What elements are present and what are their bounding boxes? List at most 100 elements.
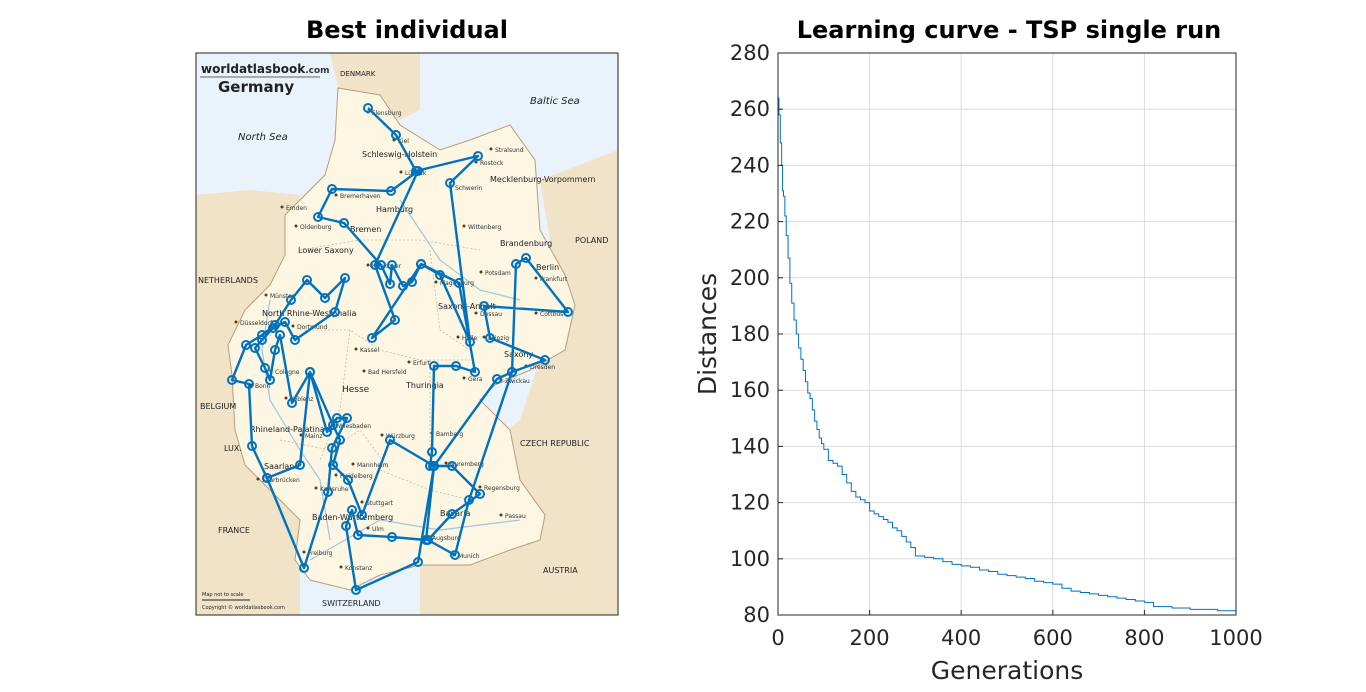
y-tick-label: 140	[730, 434, 770, 458]
route-city-marker	[563, 307, 573, 317]
route-city-marker	[391, 130, 401, 140]
state-label: Brandenburg	[500, 239, 552, 248]
map-footer-scale: Map not to scale	[202, 592, 243, 598]
route-city-marker	[270, 320, 280, 330]
route-city-marker	[428, 461, 438, 471]
city-dot	[489, 147, 493, 151]
city-dot	[479, 270, 483, 274]
route-city-marker	[262, 473, 272, 483]
series-line	[778, 97, 1237, 613]
x-axis-label: Generations	[931, 656, 1084, 685]
map-brand: worldatlasbook.com	[201, 62, 330, 76]
route-city-marker	[429, 461, 439, 471]
city-label: Schwerin	[455, 185, 483, 192]
route-city-marker	[445, 178, 455, 188]
route-city-marker	[429, 361, 439, 371]
y-axis-label: Distances	[693, 273, 722, 395]
river-danube	[309, 519, 521, 561]
city-dot	[334, 193, 338, 197]
route-city-marker	[376, 260, 386, 270]
route-city-marker	[429, 461, 439, 471]
y-tick-label: 200	[730, 266, 770, 290]
y-tick-label: 80	[743, 603, 770, 627]
route-city-marker	[386, 186, 396, 196]
city-label: Wiesbaden	[338, 423, 371, 430]
city-label: Wittenberg	[468, 224, 502, 231]
route-city-marker	[305, 367, 315, 377]
route-city-marker	[425, 461, 435, 471]
city-dot	[366, 526, 370, 530]
route-city-marker	[385, 435, 395, 445]
city-dot	[351, 462, 355, 466]
axis-ticks: 0 200 400 600 800 1000 80 100 120 140 160 180 200 220…	[730, 41, 1263, 650]
y-tick-label: 100	[730, 547, 770, 571]
state-label: Schleswig-Holstein	[362, 150, 437, 159]
city-dot	[269, 369, 273, 373]
city-dot	[284, 396, 288, 400]
route-city-marker	[227, 375, 237, 385]
city-label: Heidelberg	[340, 473, 373, 480]
route-city-marker	[507, 367, 517, 377]
route-city-marker	[492, 374, 502, 384]
route-city-marker	[320, 293, 330, 303]
route-city-marker	[367, 333, 377, 343]
city-label: Frankfurt	[540, 276, 568, 283]
route-city-marker	[416, 259, 426, 269]
right-plot-title: Learning curve - TSP single run	[796, 16, 1222, 44]
state-label: Hesse	[342, 385, 370, 395]
sea-label-north: North Sea	[238, 132, 288, 143]
city-label: Rostock	[480, 160, 504, 167]
series-line-layer	[778, 97, 1237, 613]
city-dot	[534, 311, 538, 315]
state-label: Lower Saxony	[298, 246, 354, 255]
city-dot	[462, 376, 466, 380]
route-city-marker	[270, 345, 280, 355]
route-city-marker	[247, 441, 257, 451]
city-label: Konstanz	[345, 565, 372, 572]
city-dot	[302, 550, 306, 554]
state-label: Baden-Württemberg	[312, 513, 393, 522]
route-city-marker	[340, 273, 350, 283]
city-dot	[452, 553, 456, 557]
city-dot	[291, 324, 295, 328]
city-label: Bamberg	[436, 431, 463, 438]
route-city-marker	[353, 530, 363, 540]
city-dot	[444, 461, 448, 465]
y-tick-label: 160	[730, 378, 770, 402]
route-city-marker	[332, 413, 342, 423]
route-city-marker	[287, 398, 297, 408]
route-city-marker	[351, 585, 361, 595]
city-label: Dortmund	[297, 324, 328, 331]
route-city-marker	[286, 295, 296, 305]
route-city-marker	[328, 460, 338, 470]
route-city-marker	[447, 509, 457, 519]
city-label: Flensburg	[372, 110, 402, 117]
sea-background	[196, 53, 618, 615]
route-city-marker	[540, 355, 550, 365]
city-label: Nuremberg	[450, 461, 484, 468]
left-plot-title: Best individual	[306, 16, 508, 44]
city-label: Bad Hersfeld	[368, 369, 407, 376]
route-city-marker	[327, 443, 337, 453]
city-dot	[499, 513, 503, 517]
neighbor-label: LUX.	[224, 444, 242, 453]
route-city-marker	[268, 323, 278, 333]
route-city-marker	[387, 532, 397, 542]
route-city-marker	[328, 420, 338, 430]
city-dot	[366, 263, 370, 267]
city-dot	[426, 535, 430, 539]
state-label: Rhineland-Palatinate	[250, 425, 333, 434]
city-label: Leipzig	[488, 335, 509, 342]
city-dot	[449, 185, 453, 189]
state-label: Saxony	[504, 350, 533, 359]
x-tick-label: 400	[941, 626, 981, 650]
city-dot	[524, 364, 528, 368]
neighbor-land-denmark	[330, 53, 420, 120]
city-dot	[264, 293, 268, 297]
route-city-marker	[454, 278, 464, 288]
route-city-marker	[335, 435, 345, 445]
city-dot	[482, 335, 486, 339]
city-label: Freiburg	[308, 550, 333, 557]
route-city-marker	[398, 281, 408, 291]
city-dot	[314, 486, 318, 490]
